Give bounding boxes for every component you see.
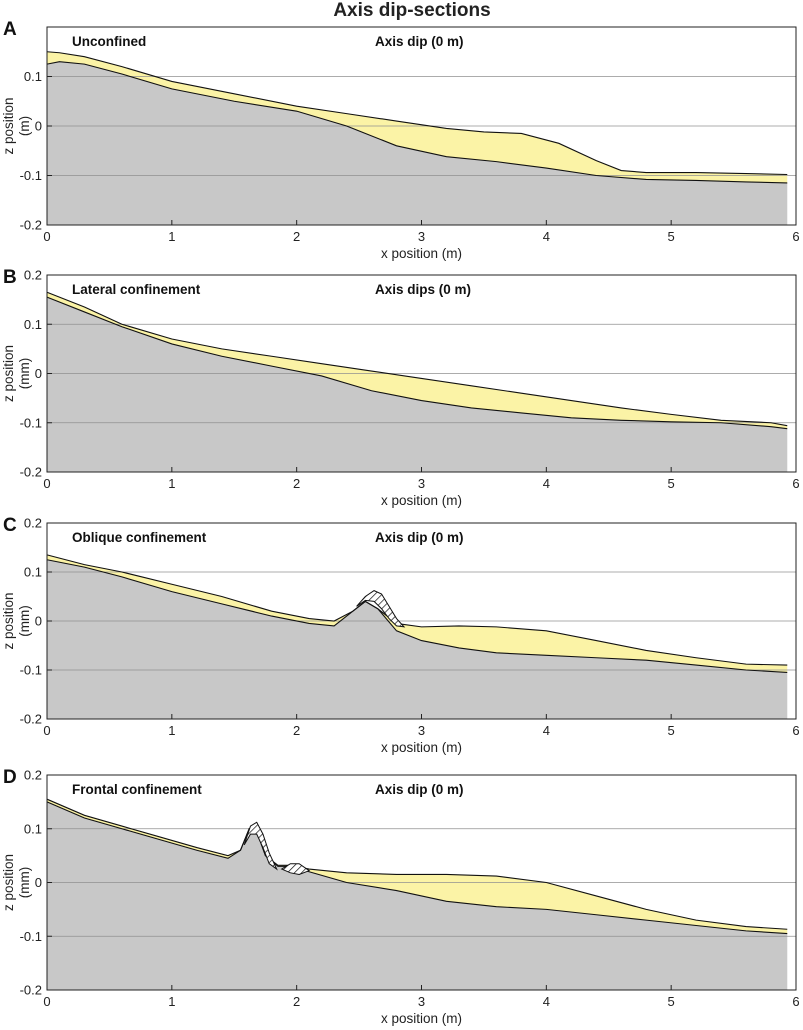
- panel-a: 0 1 2 3 4 5 6 0.1 0 -0.1 -0.2 x position (m) z posit…: [1, 19, 800, 261]
- x-tick-label: 5: [668, 476, 675, 491]
- x-tick-label: 6: [792, 229, 799, 244]
- substrate-area: [47, 61, 788, 226]
- y-tick-label: -0.1: [20, 168, 42, 183]
- panel-annotation: Axis dips (0 m): [375, 282, 471, 297]
- x-tick-label: 3: [418, 476, 425, 491]
- x-tick-label: 4: [543, 229, 550, 244]
- y-tick-label: 0: [35, 875, 42, 890]
- panel-title: Oblique confinement: [72, 530, 207, 545]
- x-tick-label: 1: [168, 476, 175, 491]
- panel-letter: A: [3, 19, 17, 40]
- panel-b: 0 1 2 3 4 5 6 0.2 0.1 0 -0.1 -0.2 x position (m) z po…: [1, 267, 800, 508]
- y-tick-label: -0.2: [20, 712, 42, 727]
- x-axis-label: x position (m): [381, 246, 462, 261]
- substrate-area: [47, 801, 788, 990]
- y-tick-label: 0.2: [24, 268, 42, 283]
- x-tick-label: 1: [168, 229, 175, 244]
- y-axis-label: z position(mm): [1, 345, 32, 402]
- panel-c: 0 1 2 3 4 5 6 0.2 0.1 0 -0.1 -0.2 x position (m) z po…: [1, 515, 800, 755]
- panel-title: Frontal confinement: [72, 782, 202, 797]
- x-tick-label: 3: [418, 723, 425, 738]
- x-tick-label: 2: [293, 476, 300, 491]
- y-tick-label: 0.1: [24, 821, 42, 836]
- deposit-top-line: [46, 291, 788, 427]
- x-axis-label: x position (m): [381, 1011, 462, 1026]
- y-axis-label-line: (mm): [17, 605, 32, 636]
- x-tick-label: 4: [543, 476, 550, 491]
- panel-annotation: Axis dip (0 m): [375, 782, 464, 797]
- x-tick-label: 4: [543, 723, 550, 738]
- panel-title: Unconfined: [72, 34, 146, 49]
- x-axis-label: x position (m): [381, 493, 462, 508]
- obstacle-mound-1: [243, 821, 278, 871]
- panel-letter: D: [3, 767, 17, 788]
- y-tick-label: -0.1: [20, 415, 42, 430]
- x-tick-label: 2: [293, 229, 300, 244]
- y-axis-label: z position(m): [1, 97, 32, 154]
- y-tick-label: 0: [35, 366, 42, 381]
- obstacle-mound-2: [280, 863, 311, 875]
- panel-letter: C: [3, 515, 17, 536]
- x-tick-label: 1: [168, 723, 175, 738]
- deposit-top-line: [46, 51, 788, 176]
- y-axis-label-line: z position: [1, 345, 16, 402]
- x-tick-label: 3: [418, 994, 425, 1009]
- y-tick-label: 0.2: [24, 516, 42, 531]
- y-tick-label: -0.2: [20, 983, 42, 998]
- deposit-area: [47, 799, 788, 934]
- y-tick-label: 0: [35, 119, 42, 134]
- panel-d: 0 1 2 3 4 5 6 0.2 0.1 0 -0.1 -0.2 x position (m) z po…: [1, 767, 800, 1026]
- x-tick-label: 2: [293, 723, 300, 738]
- x-tick-label: 4: [543, 994, 550, 1009]
- substrate-area: [47, 297, 788, 472]
- y-tick-label: 0.1: [24, 317, 42, 332]
- x-tick-label: 6: [792, 994, 799, 1009]
- y-tick-label: 0: [35, 614, 42, 629]
- y-axis-label-line: z position: [1, 854, 16, 911]
- x-tick-label: 5: [668, 229, 675, 244]
- panel-annotation: Axis dip (0 m): [375, 530, 464, 545]
- figure-title: Axis dip-sections: [333, 0, 490, 21]
- y-tick-label: 0.1: [24, 69, 42, 84]
- x-tick-label: 5: [668, 723, 675, 738]
- y-tick-label: -0.2: [20, 218, 42, 233]
- substrate-line: [46, 559, 788, 673]
- y-tick-label: -0.1: [20, 663, 42, 678]
- y-axis-label-line: (mm): [17, 867, 32, 898]
- panel-title: Lateral confinement: [72, 282, 201, 297]
- y-tick-label: -0.1: [20, 929, 42, 944]
- x-tick-label: 0: [43, 723, 50, 738]
- panel-letter: B: [3, 267, 17, 288]
- y-axis-label: z position(mm): [1, 592, 32, 649]
- y-tick-label: 0.1: [24, 565, 42, 580]
- panel-annotation: Axis dip (0 m): [375, 34, 464, 49]
- x-axis-label: x position (m): [381, 740, 462, 755]
- y-axis-label-line: (mm): [17, 358, 32, 389]
- x-tick-label: 0: [43, 994, 50, 1009]
- x-tick-label: 2: [293, 994, 300, 1009]
- x-tick-label: 6: [792, 723, 799, 738]
- x-tick-label: 0: [43, 476, 50, 491]
- y-tick-label: 0.2: [24, 768, 42, 783]
- y-axis-label-line: z position: [1, 592, 16, 649]
- x-tick-label: 3: [418, 229, 425, 244]
- substrate-line: [46, 296, 788, 430]
- obstacle-mound-1: [356, 590, 406, 628]
- x-tick-label: 5: [668, 994, 675, 1009]
- y-axis-label-line: z position: [1, 97, 16, 154]
- deposit-area: [47, 554, 788, 673]
- y-tick-label: -0.2: [20, 465, 42, 480]
- y-axis-label-line: (m): [17, 116, 32, 136]
- x-tick-label: 6: [792, 476, 799, 491]
- substrate-line: [46, 61, 788, 184]
- x-tick-label: 0: [43, 229, 50, 244]
- x-tick-label: 1: [168, 994, 175, 1009]
- y-axis-label: z position(mm): [1, 854, 32, 911]
